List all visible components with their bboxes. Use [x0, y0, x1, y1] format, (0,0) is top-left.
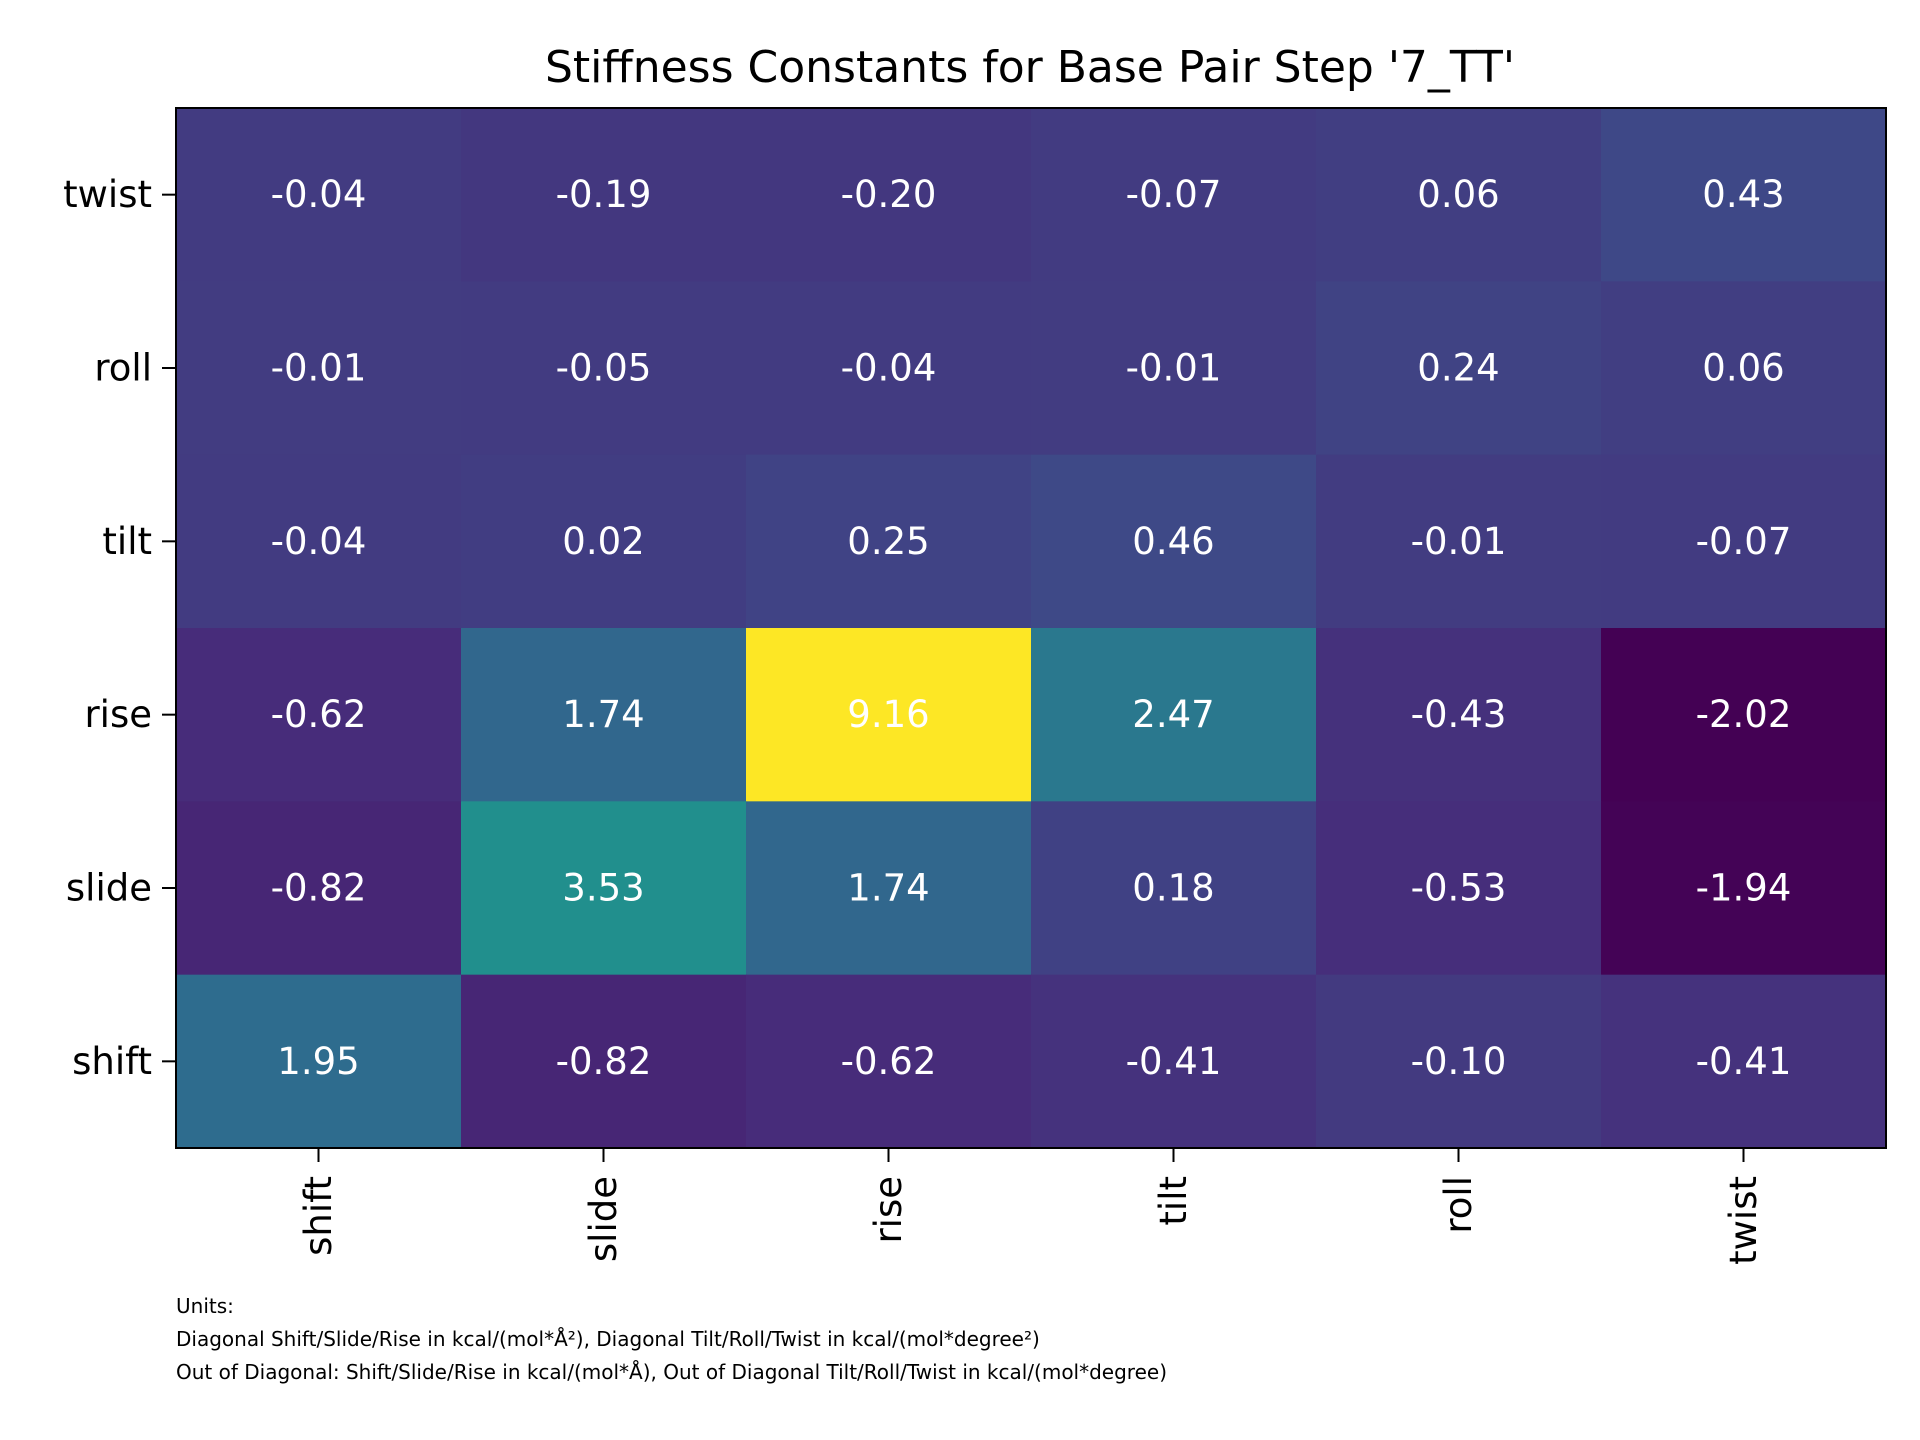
units-note-line-3: Out of Diagonal: Shift/Slide/Rise in kca… [176, 1360, 1168, 1384]
y-tick-label-twist: twist [63, 173, 152, 216]
cell-value-label: -0.01 [1411, 520, 1507, 563]
heatmap-cell-rise-tilt [1031, 628, 1317, 802]
cell-value-label: 0.25 [847, 520, 929, 563]
cell-value-label: 0.46 [1132, 520, 1214, 563]
heatmap-cell-shift-slide [461, 974, 747, 1149]
cell-value-label: -0.01 [271, 347, 367, 390]
cell-value-label: -0.41 [1696, 1040, 1792, 1083]
heatmap-cell-slide-rise [746, 801, 1032, 976]
cell-value-label: -0.05 [556, 347, 652, 390]
plot-frame [175, 107, 1887, 1149]
heatmap-cell-shift-rise [746, 974, 1032, 1149]
heatmap-cell-roll-tilt [1031, 281, 1317, 456]
cell-value-label: -0.04 [271, 520, 367, 563]
cell-value-label: 0.24 [1417, 347, 1499, 390]
heatmap-cell-twist-rise [746, 108, 1032, 282]
heatmap-cell-tilt-rise [746, 454, 1032, 629]
cell-value-label: 3.53 [562, 867, 644, 910]
cell-value-label: -0.20 [841, 173, 937, 216]
heatmap-cell-rise-roll [1316, 628, 1602, 802]
cell-value-label: 1.74 [847, 867, 929, 910]
heatmap-cell-shift-tilt [1031, 974, 1317, 1149]
heatmap-cell-rise-twist [1601, 628, 1887, 802]
cell-value-label: 0.06 [1702, 347, 1784, 390]
cell-value-label: -2.02 [1696, 693, 1792, 736]
y-tick-label-slide: slide [66, 867, 152, 910]
heatmap-cell-shift-roll [1316, 974, 1602, 1149]
cell-value-labels: -0.04 -0.19 -0.20 -0.07 0.06 0.43 -0.01 -0.05 -0… [271, 173, 1792, 1083]
heatmap-cell-roll-shift [176, 281, 462, 456]
y-tick-label-shift: shift [72, 1040, 152, 1083]
heatmap-cell-roll-roll [1316, 281, 1602, 456]
heatmap-cell-roll-rise [746, 281, 1032, 456]
heatmap-cell-rise-slide [461, 628, 747, 802]
cell-value-label: -0.41 [1126, 1040, 1222, 1083]
heatmap-cell-roll-slide [461, 281, 747, 456]
y-tick-label-rise: rise [84, 693, 152, 736]
cell-value-label: 0.06 [1417, 173, 1499, 216]
cell-value-label: -0.07 [1696, 520, 1792, 563]
x-tick-label-tilt: tilt [1152, 1176, 1195, 1226]
heatmap-cells [176, 108, 1887, 1149]
heatmap-cell-twist-shift [176, 108, 462, 282]
cell-value-label: 0.02 [562, 520, 644, 563]
heatmap-cell-twist-roll [1316, 108, 1602, 282]
heatmap-cell-shift-twist [1601, 974, 1887, 1149]
heatmap-cell-tilt-slide [461, 454, 747, 629]
cell-value-label: 0.43 [1702, 173, 1784, 216]
cell-value-label: -0.62 [271, 693, 367, 736]
x-tick-label-shift: shift [297, 1176, 340, 1256]
cell-value-label: -0.43 [1411, 693, 1507, 736]
heatmap-cell-slide-shift [176, 801, 462, 976]
heatmap-cell-tilt-shift [176, 454, 462, 629]
cell-value-label: -0.82 [271, 867, 367, 910]
heatmap-cell-twist-twist [1601, 108, 1887, 282]
heatmap-cell-slide-roll [1316, 801, 1602, 976]
cell-value-label: 0.18 [1132, 867, 1214, 910]
heatmap-cell-roll-twist [1601, 281, 1887, 456]
heatmap-cell-slide-tilt [1031, 801, 1317, 976]
heatmap-cell-twist-slide [461, 108, 747, 282]
x-tick-label-roll: roll [1437, 1176, 1480, 1234]
heatmap-cell-rise-rise [746, 628, 1032, 802]
cell-value-label: -0.04 [271, 173, 367, 216]
y-tick-label-tilt: tilt [102, 520, 152, 563]
heatmap-cell-tilt-roll [1316, 454, 1602, 629]
cell-value-label: -0.19 [556, 173, 652, 216]
units-note-line-2: Diagonal Shift/Slide/Rise in kcal/(mol*Å… [176, 1327, 1040, 1351]
cell-value-label: 2.47 [1132, 693, 1214, 736]
x-tick-label-rise: rise [867, 1176, 910, 1244]
cell-value-label: -0.10 [1411, 1040, 1507, 1083]
x-tick-label-twist: twist [1722, 1176, 1765, 1265]
y-tick-label-roll: roll [94, 347, 152, 390]
axis-ticks: twist roll tilt rise slide shift shift slide ris… [63, 173, 1765, 1265]
heatmap-cell-tilt-twist [1601, 454, 1887, 629]
cell-value-label: -0.82 [556, 1040, 652, 1083]
cell-value-label: -0.04 [841, 347, 937, 390]
cell-value-label: 1.74 [562, 693, 644, 736]
heatmap-cell-slide-slide [461, 801, 747, 976]
cell-value-label: -0.62 [841, 1040, 937, 1083]
units-note: Units: Diagonal Shift/Slide/Rise in kcal… [176, 1290, 1167, 1389]
x-tick-label-slide: slide [582, 1176, 625, 1262]
heatmap-cell-tilt-tilt [1031, 454, 1317, 629]
units-note-line-1: Units: [176, 1294, 234, 1318]
cell-value-label: 9.16 [847, 693, 929, 736]
heatmap-cell-twist-tilt [1031, 108, 1317, 282]
cell-value-label: -0.01 [1126, 347, 1222, 390]
cell-value-label: -0.07 [1126, 173, 1222, 216]
cell-value-label: -0.53 [1411, 867, 1507, 910]
chart-title: Stiffness Constants for Base Pair Step '… [545, 42, 1515, 93]
heatmap-cell-rise-shift [176, 628, 462, 802]
cell-value-label: 1.95 [277, 1040, 359, 1083]
cell-value-label: -1.94 [1696, 867, 1792, 910]
heatmap-cell-slide-twist [1601, 801, 1887, 976]
heatmap-cell-shift-shift [176, 974, 462, 1149]
